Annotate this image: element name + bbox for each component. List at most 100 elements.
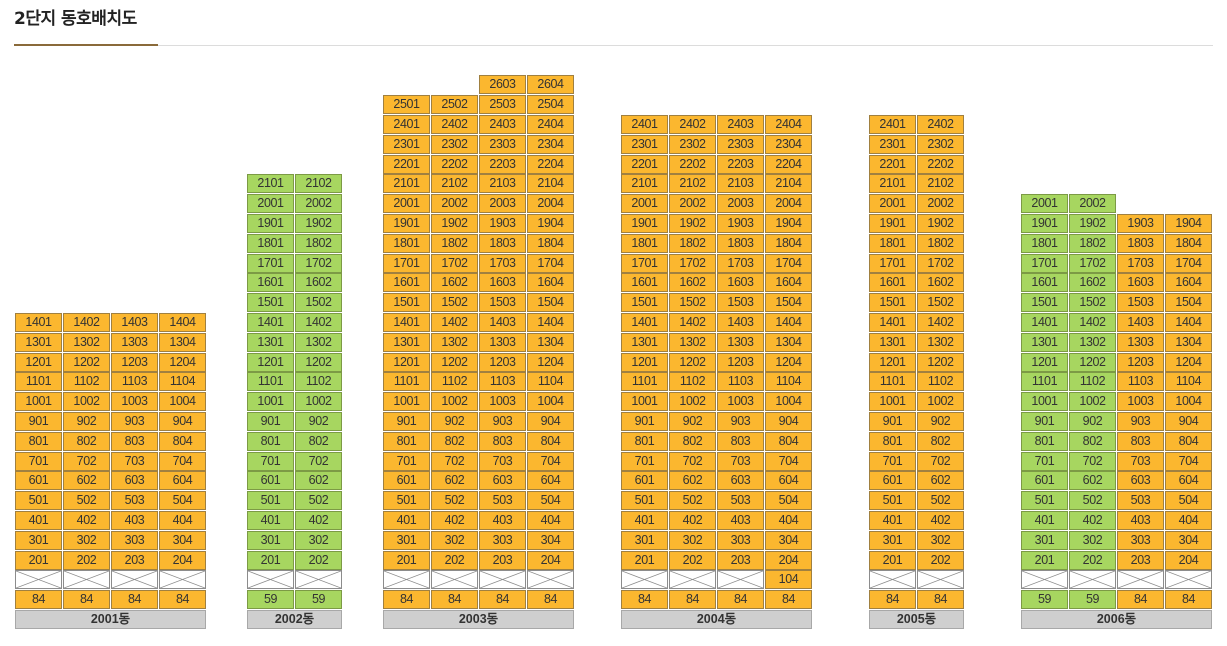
unit-cell: 301 bbox=[15, 530, 62, 550]
unit-cell: 2402 bbox=[431, 115, 478, 134]
unit-cell: 202 bbox=[431, 550, 478, 570]
unit-cell: 804 bbox=[1165, 431, 1212, 451]
unit-cell: 303 bbox=[479, 530, 526, 550]
unit-cell: 903 bbox=[717, 412, 764, 431]
unit-cell: 2404 bbox=[765, 115, 812, 134]
unit-cell: 1402 bbox=[431, 313, 478, 332]
unit-cell: 1202 bbox=[431, 352, 478, 372]
pilotis-cell bbox=[917, 570, 964, 590]
unit-cell: 1804 bbox=[527, 233, 574, 253]
pilotis-cell bbox=[621, 570, 668, 590]
unit-cell: 1202 bbox=[669, 352, 716, 372]
unit-cell: 2502 bbox=[431, 95, 478, 115]
unit-cell: 1502 bbox=[1069, 293, 1116, 313]
unit-cell: 1902 bbox=[917, 214, 964, 233]
cross-icon bbox=[718, 571, 763, 589]
unit-cell: 601 bbox=[869, 471, 916, 491]
unit-cell: 1002 bbox=[917, 392, 964, 412]
pilotis-cell bbox=[295, 570, 342, 590]
unit-cell: 202 bbox=[917, 550, 964, 570]
unit-size-cell: 84 bbox=[765, 590, 812, 610]
unit-cell: 1104 bbox=[1165, 372, 1212, 392]
unit-size-cell: 59 bbox=[1021, 590, 1068, 610]
unit-cell: 1901 bbox=[621, 214, 668, 233]
unit-cell: 1904 bbox=[1165, 214, 1212, 233]
unit-cell: 1803 bbox=[717, 233, 764, 253]
unit-cell: 203 bbox=[1117, 550, 1164, 570]
unit-cell: 602 bbox=[431, 471, 478, 491]
unit-size-cell: 84 bbox=[917, 590, 964, 610]
unit-cell: 1101 bbox=[247, 372, 294, 392]
unit-cell: 2003 bbox=[479, 194, 526, 214]
unit-cell: 1101 bbox=[15, 372, 62, 392]
unit-cell: 2002 bbox=[431, 194, 478, 214]
unit-cell: 1201 bbox=[383, 352, 430, 372]
unit-cell: 1104 bbox=[765, 372, 812, 392]
unit-cell: 2104 bbox=[765, 174, 812, 194]
pilotis-cell bbox=[111, 570, 158, 590]
unit-cell: 1801 bbox=[383, 233, 430, 253]
unit-cell: 1201 bbox=[869, 352, 916, 372]
unit-cell: 2004 bbox=[527, 194, 574, 214]
unit-cell: 2101 bbox=[383, 174, 430, 194]
unit-cell: 1004 bbox=[1165, 392, 1212, 412]
unit-cell: 2302 bbox=[431, 134, 478, 154]
unit-cell: 2501 bbox=[383, 95, 430, 115]
unit-cell: 703 bbox=[479, 451, 526, 471]
unit-cell: 1801 bbox=[869, 233, 916, 253]
unit-cell: 1201 bbox=[247, 352, 294, 372]
unit-cell: 1103 bbox=[717, 372, 764, 392]
unit-cell: 1703 bbox=[1117, 253, 1164, 273]
unit-cell: 1403 bbox=[111, 313, 158, 332]
unit-size-cell: 59 bbox=[247, 590, 294, 610]
unit-size-cell: 84 bbox=[431, 590, 478, 610]
unit-cell: 1202 bbox=[917, 352, 964, 372]
unit-cell: 402 bbox=[63, 511, 110, 530]
unit-cell: 1203 bbox=[1117, 352, 1164, 372]
unit-cell: 1001 bbox=[869, 392, 916, 412]
unit-cell: 2101 bbox=[247, 174, 294, 194]
unit-cell: 502 bbox=[1069, 491, 1116, 511]
unit-cell: 1603 bbox=[717, 273, 764, 293]
unit-cell: 703 bbox=[717, 451, 764, 471]
unit-cell: 501 bbox=[869, 491, 916, 511]
unit-cell: 1702 bbox=[669, 253, 716, 273]
pilotis-cell bbox=[717, 570, 764, 590]
unit-cell: 2401 bbox=[383, 115, 430, 134]
unit-cell: 1301 bbox=[247, 332, 294, 352]
unit-size-cell: 59 bbox=[1069, 590, 1116, 610]
unit-cell: 501 bbox=[1021, 491, 1068, 511]
unit-cell: 1002 bbox=[1069, 392, 1116, 412]
unit-cell: 704 bbox=[765, 451, 812, 471]
unit-cell: 1302 bbox=[917, 332, 964, 352]
unit-cell: 1102 bbox=[669, 372, 716, 392]
unit-cell: 1501 bbox=[247, 293, 294, 313]
unit-cell: 901 bbox=[621, 412, 668, 431]
unit-cell: 2401 bbox=[869, 115, 916, 134]
unit-cell: 1502 bbox=[295, 293, 342, 313]
unit-cell: 1904 bbox=[527, 214, 574, 233]
unit-cell: 1902 bbox=[1069, 214, 1116, 233]
unit-cell: 303 bbox=[111, 530, 158, 550]
unit-cell: 902 bbox=[63, 412, 110, 431]
unit-cell: 1104 bbox=[159, 372, 206, 392]
unit-cell: 302 bbox=[431, 530, 478, 550]
unit-size-cell: 84 bbox=[1117, 590, 1164, 610]
unit-cell: 1303 bbox=[717, 332, 764, 352]
unit-cell: 301 bbox=[383, 530, 430, 550]
unit-cell: 104 bbox=[765, 570, 812, 590]
unit-cell: 2101 bbox=[869, 174, 916, 194]
unit-cell: 1903 bbox=[479, 214, 526, 233]
unit-cell: 504 bbox=[159, 491, 206, 511]
pilotis-cell bbox=[527, 570, 574, 590]
unit-cell: 302 bbox=[917, 530, 964, 550]
unit-cell: 804 bbox=[159, 431, 206, 451]
unit-cell: 901 bbox=[1021, 412, 1068, 431]
unit-cell: 2304 bbox=[527, 134, 574, 154]
unit-cell: 2204 bbox=[765, 154, 812, 174]
unit-cell: 204 bbox=[1165, 550, 1212, 570]
unit-cell: 903 bbox=[1117, 412, 1164, 431]
unit-cell: 1601 bbox=[383, 273, 430, 293]
unit-cell: 1304 bbox=[765, 332, 812, 352]
unit-cell: 1403 bbox=[1117, 313, 1164, 332]
